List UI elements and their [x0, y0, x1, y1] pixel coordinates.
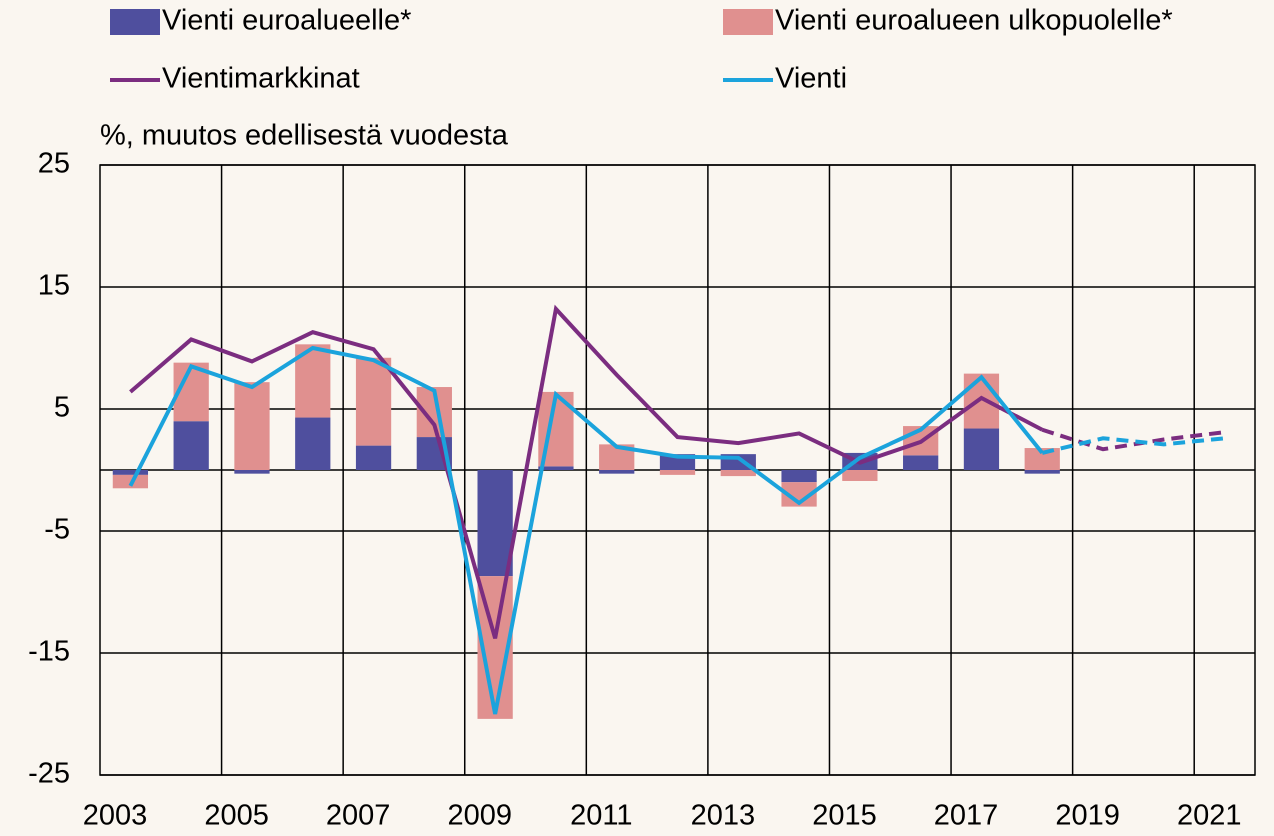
legend-label: Vienti [775, 63, 847, 95]
bar [112, 470, 149, 475]
x-tick-label: 2003 [83, 800, 148, 832]
bar [355, 445, 392, 470]
line [129, 304, 1044, 639]
bar [903, 455, 939, 470]
legend-swatch [110, 9, 160, 35]
bar [538, 466, 574, 470]
bar [234, 382, 270, 470]
bar [720, 470, 756, 477]
legend-label: Vienti euroalueelle* [162, 5, 411, 37]
line-forecast [1041, 436, 1225, 455]
bar [599, 470, 635, 474]
bar [355, 357, 392, 446]
x-tick-label: 2021 [1177, 800, 1242, 832]
y-axis-label: %, muutos edellisestä vuodesta [100, 120, 509, 152]
x-tick-label: 2009 [447, 800, 512, 832]
bar [781, 470, 817, 483]
x-tick-label: 2015 [812, 800, 877, 832]
legend-label: Vienti euroalueen ulkopuolelle* [775, 5, 1173, 37]
x-tick-label: 2017 [934, 800, 999, 832]
line-forecast [1041, 427, 1225, 452]
bar [295, 417, 331, 470]
bar [173, 421, 209, 470]
bar [477, 470, 513, 577]
x-tick-label: 2007 [326, 800, 391, 832]
bar [842, 470, 878, 481]
y-tick-label: 15 [38, 270, 70, 302]
bar [963, 428, 1000, 470]
bar [234, 470, 270, 474]
y-tick-label: 25 [38, 148, 70, 180]
legend-swatch [723, 9, 773, 35]
bar [963, 373, 1000, 429]
bar [659, 470, 696, 475]
bar [1024, 470, 1060, 474]
plot-frame [99, 164, 1256, 776]
y-tick-label: -15 [28, 636, 70, 668]
bar [1024, 448, 1060, 470]
x-tick-label: 2019 [1055, 800, 1120, 832]
legend-label: Vientimarkkinat [162, 63, 360, 95]
y-tick-label: -5 [44, 514, 70, 546]
x-tick-label: 2013 [691, 800, 756, 832]
x-tick-label: 2005 [204, 800, 269, 832]
x-tick-label: 2011 [570, 800, 632, 832]
y-tick-label: -25 [28, 758, 70, 790]
line [128, 345, 1044, 715]
y-tick-label: 5 [54, 392, 70, 424]
